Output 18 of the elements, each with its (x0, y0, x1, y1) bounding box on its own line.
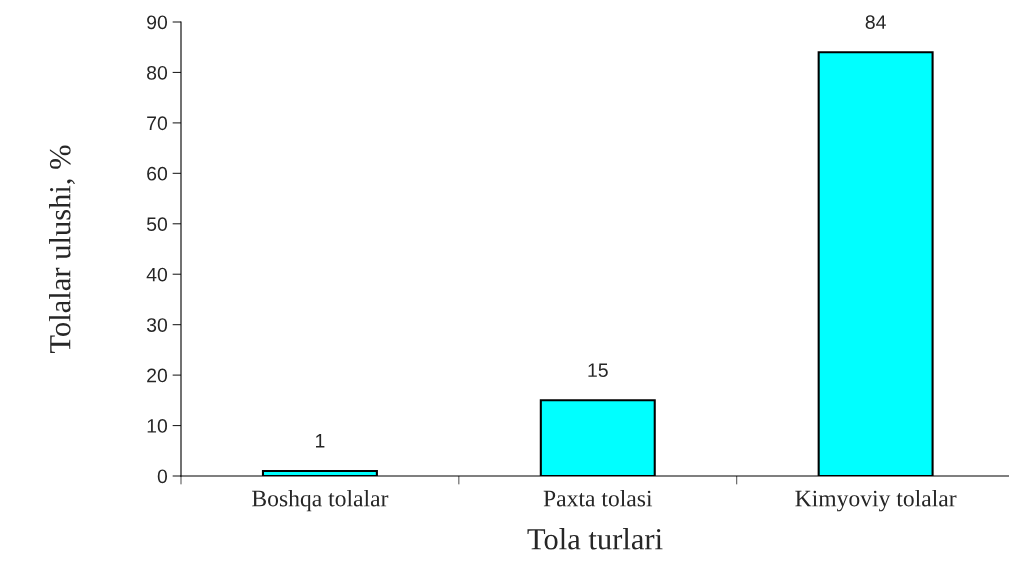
y-tick-label: 20 (147, 368, 168, 383)
y-tick-label: 40 (146, 267, 168, 282)
x-tick-label: Kimyoviy tolalar (795, 489, 957, 512)
y-tick-label: 30 (146, 318, 168, 332)
y-tick-label: 70 (147, 116, 168, 131)
y-tick-label: 80 (147, 65, 168, 80)
y-axis-title: Tolalar ulushi, % (49, 145, 75, 354)
y-tick-label: 90 (147, 15, 168, 30)
y-tick-label: 0 (157, 469, 168, 484)
x-tick-label: Boshqa tolalar (252, 489, 389, 512)
x-tick-label: Paxta tolasi (543, 489, 653, 507)
x-axis-title: Tola turlari (527, 528, 663, 550)
y-tick-label: 10 (147, 419, 168, 433)
data-label: 15 (588, 363, 608, 378)
data-label: 1 (316, 434, 325, 448)
y-tick-label: 60 (147, 166, 168, 181)
y-tick-label: 50 (146, 217, 168, 232)
data-label: 84 (865, 15, 886, 29)
